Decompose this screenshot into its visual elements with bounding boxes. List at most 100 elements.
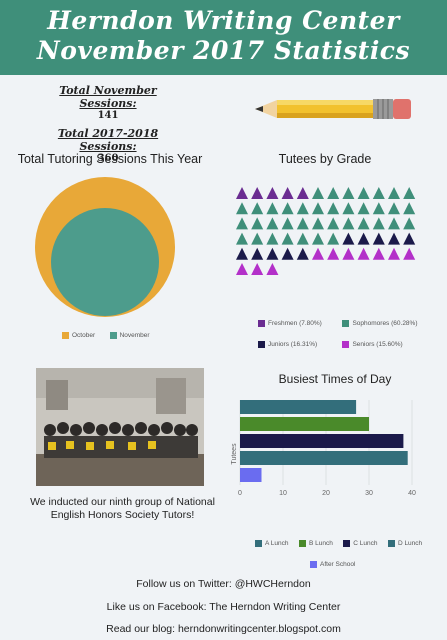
tutee-marker-sophomores [327, 202, 340, 215]
group-photo [36, 368, 204, 486]
tutee-marker-seniors [236, 263, 248, 275]
tutee-marker-sophomores [312, 202, 324, 215]
tutee-marker-sophomores [251, 232, 264, 245]
legend-b-lunch: B Lunch [308, 540, 333, 547]
busiest-chart-title: Busiest Times of Day [278, 372, 392, 386]
tutee-marker-juniors [251, 247, 264, 260]
legend-october: October [72, 332, 96, 339]
tutee-marker-sophomores [236, 232, 248, 245]
photo-caption: We inducted our ninth group of National … [30, 496, 215, 521]
tutee-marker-sophomores [251, 217, 264, 230]
tutee-marker-sophomores [357, 187, 370, 199]
tutee-marker-sophomores [312, 187, 324, 199]
legend-sophomores: Sophomores (60.28%) [352, 320, 418, 327]
tutee-marker-seniors [251, 263, 264, 275]
grade-chart-legend: Freshmen (7.80%) Sophomores (60.28%) Jun… [258, 314, 428, 353]
tutee-marker-sophomores [281, 232, 294, 245]
tutee-marker-seniors [266, 263, 279, 275]
pencil-icon [255, 99, 411, 119]
tutee-marker-seniors [312, 247, 324, 260]
tutee-marker-seniors [388, 247, 400, 260]
bar-after-school [240, 468, 262, 482]
tutee-marker-seniors [403, 247, 416, 260]
tutee-marker-sophomores [388, 187, 400, 199]
tutee-marker-freshmen [251, 187, 264, 199]
x-tick-label: 40 [408, 490, 416, 497]
tutee-marker-sophomores [372, 202, 385, 215]
tutee-marker-juniors [403, 232, 416, 245]
x-tick-label: 30 [365, 490, 373, 497]
tutee-marker-sophomores [266, 217, 279, 230]
tutee-marker-sophomores [388, 217, 400, 230]
tutee-marker-juniors [388, 232, 400, 245]
tutee-marker-freshmen [236, 187, 248, 199]
tutee-marker-sophomores [327, 232, 340, 245]
x-tick-label: 0 [238, 490, 242, 497]
sessions-chart-legend: October November [62, 326, 160, 344]
tutee-marker-sophomores [266, 232, 279, 245]
year-total-value: 360 [97, 153, 119, 164]
sessions-chart-title: Total Tutoring Sessions This Year [17, 152, 203, 166]
tutee-marker-sophomores [403, 187, 416, 199]
blog-line: Read our blog: herndonwritingcenter.blog… [106, 623, 341, 635]
legend-freshmen: Freshmen (7.80%) [268, 320, 322, 327]
legend-seniors: Seniors (15.60%) [352, 341, 403, 348]
bar-c-lunch [240, 434, 404, 448]
tutee-marker-freshmen [266, 187, 279, 199]
tutee-marker-sophomores [312, 232, 324, 245]
tutee-marker-sophomores [296, 202, 309, 215]
x-tick-label: 20 [322, 490, 330, 497]
legend-d-lunch: D Lunch [397, 540, 423, 547]
tutee-marker-sophomores [312, 217, 324, 230]
sessions-circle-chart [35, 177, 175, 317]
tutee-marker-juniors [296, 247, 309, 260]
tutee-marker-juniors [281, 247, 294, 260]
tutee-marker-juniors [236, 247, 248, 260]
tutee-marker-sophomores [403, 202, 416, 215]
tutee-marker-sophomores [372, 187, 385, 199]
grade-pictograph [236, 187, 416, 275]
november-total-label: Total November Sessions: [59, 84, 157, 110]
tutee-marker-sophomores [342, 202, 355, 215]
legend-c-lunch: C Lunch [353, 540, 378, 547]
tutee-marker-sophomores [357, 202, 370, 215]
facebook-line: Like us on Facebook: The Herndon Writing… [106, 601, 341, 613]
tutee-marker-sophomores [251, 202, 264, 215]
tutee-marker-juniors [342, 232, 355, 245]
twitter-line: Follow us on Twitter: @HWCHerndon [136, 578, 311, 590]
tutee-marker-juniors [357, 232, 370, 245]
legend-after-school: After School [320, 561, 356, 568]
tutee-marker-seniors [357, 247, 370, 260]
tutee-marker-sophomores [296, 232, 309, 245]
bar-a-lunch [240, 400, 357, 414]
tutee-marker-sophomores [266, 202, 279, 215]
busiest-chart-legend: A Lunch B Lunch C Lunch D Lunch After Sc… [255, 534, 425, 573]
title-line-1: Herndon Writing Center [47, 6, 400, 35]
tutee-marker-sophomores [281, 202, 294, 215]
tutee-marker-freshmen [281, 187, 294, 199]
tutee-marker-sophomores [281, 217, 294, 230]
tutee-marker-sophomores [296, 217, 309, 230]
tutee-marker-seniors [372, 247, 385, 260]
tutee-marker-sophomores [388, 202, 400, 215]
title-line-2: November 2017 Statistics [36, 36, 411, 65]
tutee-marker-freshmen [296, 187, 309, 199]
tutee-marker-sophomores [357, 217, 370, 230]
tutee-marker-sophomores [327, 217, 340, 230]
tutee-marker-sophomores [342, 217, 355, 230]
totals-block: Total November Sessions: 141 Total 2017-… [38, 84, 178, 170]
tutee-marker-seniors [327, 247, 340, 260]
tutee-marker-seniors [342, 247, 355, 260]
busiest-bar-chart: Tutees 0 10 20 30 40 [231, 400, 416, 497]
grade-chart-title: Tutees by Grade [278, 152, 372, 166]
tutee-marker-sophomores [327, 187, 340, 199]
november-total-value: 141 [97, 110, 119, 121]
tutee-marker-sophomores [236, 202, 248, 215]
legend-juniors: Juniors (16.31%) [268, 341, 318, 348]
year-total-label: Total 2017-2018 Sessions: [57, 127, 159, 153]
bar-d-lunch [240, 451, 408, 465]
busiest-ylabel: Tutees [231, 443, 238, 465]
tutee-marker-sophomores [372, 217, 385, 230]
legend-a-lunch: A Lunch [265, 540, 289, 547]
tutee-marker-juniors [372, 232, 385, 245]
